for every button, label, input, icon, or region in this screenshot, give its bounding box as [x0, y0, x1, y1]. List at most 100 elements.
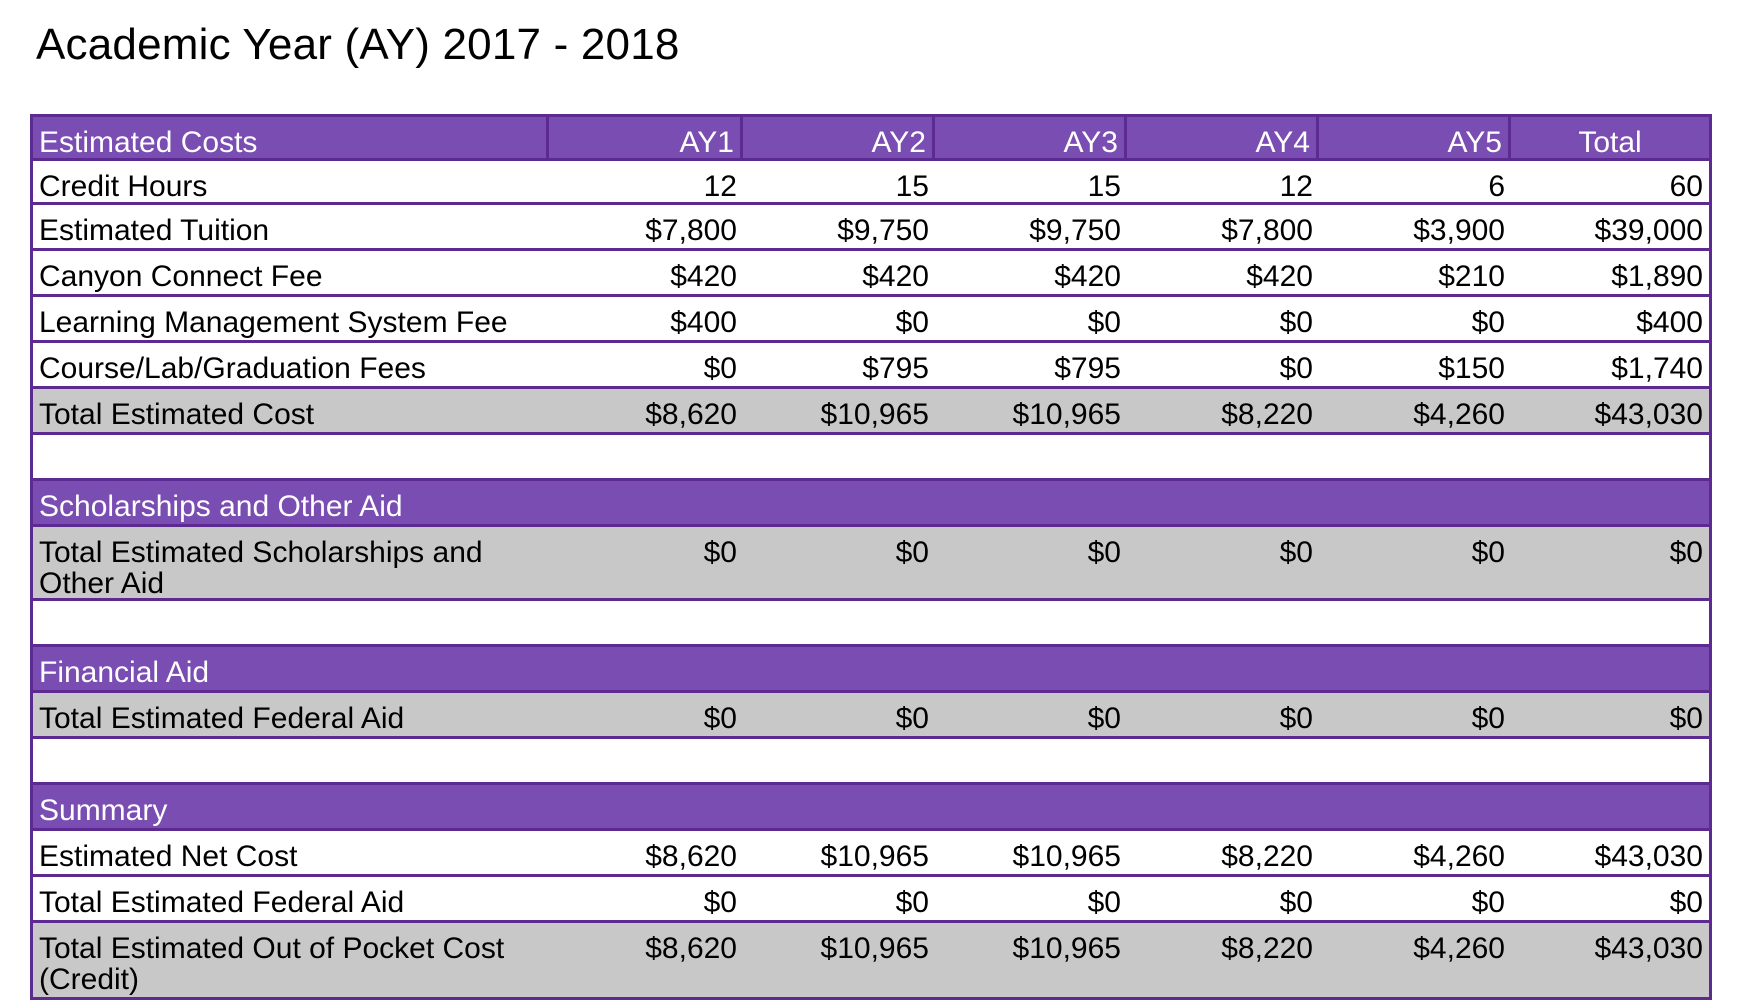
cell-ay3: $10,965: [1012, 398, 1121, 431]
cell-ay3: $10,965: [1012, 932, 1121, 965]
cell-ay1: $0: [703, 536, 737, 569]
cell-ay5: $3,900: [1413, 214, 1505, 247]
cell-total: 60: [1669, 170, 1703, 203]
cell-ay5: $4,260: [1413, 840, 1505, 873]
cell-ay4: $0: [1279, 352, 1313, 385]
cell-ay4: 12: [1279, 170, 1313, 203]
cell-ay1: $0: [703, 702, 737, 735]
cell-ay3: $795: [1054, 352, 1121, 385]
section-header-summary: Summary: [33, 785, 1709, 831]
cell-ay1: $400: [670, 306, 737, 339]
cell-ay3: $0: [1087, 886, 1121, 919]
cell-ay2: 15: [895, 170, 929, 203]
page-title: Academic Year (AY) 2017 - 2018: [36, 20, 680, 69]
cell-ay1: $0: [703, 352, 737, 385]
cell-ay3: 15: [1087, 170, 1121, 203]
table-row-course-lab-graduation-fees: Course/Lab/Graduation Fees $0 $795 $795 …: [33, 343, 1709, 389]
table-row-total-scholarships: Total Estimated Scholarships and Other A…: [33, 527, 1709, 601]
cell-total: $1,890: [1611, 260, 1703, 293]
cell-ay1: $0: [703, 886, 737, 919]
table-header-row: Estimated Costs AY1 AY2 AY3 AY4 AY5 Tota…: [33, 117, 1709, 161]
cell-ay2: $0: [895, 886, 929, 919]
cell-ay5: $150: [1438, 352, 1505, 385]
cell-ay4: $0: [1279, 886, 1313, 919]
cell-ay1: $420: [670, 260, 737, 293]
cell-total: $400: [1636, 306, 1703, 339]
cell-ay1: 12: [703, 170, 737, 203]
cell-ay4: $7,800: [1221, 214, 1313, 247]
row-label: Total Estimated Scholarships and Other A…: [39, 536, 483, 598]
cell-ay1: $8,620: [645, 932, 737, 965]
cell-total: $1,740: [1611, 352, 1703, 385]
cell-ay4: $0: [1279, 536, 1313, 569]
cell-ay5: $0: [1471, 886, 1505, 919]
table-row-estimated-net-cost: Estimated Net Cost $8,620 $10,965 $10,96…: [33, 831, 1709, 877]
cell-ay2: $10,965: [820, 840, 929, 873]
table-row-total-estimated-cost: Total Estimated Cost $8,620 $10,965 $10,…: [33, 389, 1709, 435]
spacer-row: [33, 601, 1709, 647]
cell-ay2: $10,965: [820, 932, 929, 965]
cell-ay2: $0: [895, 306, 929, 339]
header-ay3: AY3: [935, 117, 1127, 158]
cell-ay4: $420: [1246, 260, 1313, 293]
table-row-canyon-connect-fee: Canyon Connect Fee $420 $420 $420 $420 $…: [33, 251, 1709, 297]
cell-ay4: $8,220: [1221, 840, 1313, 873]
cell-ay5: $0: [1471, 702, 1505, 735]
cell-ay5: $0: [1471, 536, 1505, 569]
table-row-out-of-pocket-cost: Total Estimated Out of Pocket Cost (Cred…: [33, 923, 1709, 997]
cell-ay1: $8,620: [645, 398, 737, 431]
row-label: Estimated Tuition: [39, 214, 270, 247]
section-header-scholarships: Scholarships and Other Aid: [33, 481, 1709, 527]
cell-ay2: $0: [895, 536, 929, 569]
cell-ay2: $0: [895, 702, 929, 735]
section-label: Financial Aid: [39, 656, 210, 689]
section-header-financial-aid: Financial Aid: [33, 647, 1709, 693]
cell-ay1: $8,620: [645, 840, 737, 873]
cell-ay3: $420: [1054, 260, 1121, 293]
cost-table: Estimated Costs AY1 AY2 AY3 AY4 AY5 Tota…: [30, 114, 1712, 1000]
row-label: Total Estimated Out of Pocket Cost (Cred…: [39, 932, 505, 996]
section-label: Scholarships and Other Aid: [39, 490, 403, 523]
header-ay2: AY2: [743, 117, 935, 158]
cell-ay3: $0: [1087, 536, 1121, 569]
header-estimated-costs: Estimated Costs: [33, 117, 549, 158]
cell-total: $0: [1669, 886, 1703, 919]
cell-ay4: $0: [1279, 306, 1313, 339]
cell-ay2: $10,965: [820, 398, 929, 431]
section-label: Summary: [39, 794, 168, 827]
cell-total: $43,030: [1594, 398, 1703, 431]
cell-total: $39,000: [1594, 214, 1703, 247]
cell-ay4: $8,220: [1221, 398, 1313, 431]
cell-total: $0: [1669, 702, 1703, 735]
header-ay4: AY4: [1127, 117, 1319, 158]
row-label: Course/Lab/Graduation Fees: [39, 352, 426, 385]
cell-total: $43,030: [1594, 840, 1703, 873]
cell-ay1: $7,800: [645, 214, 737, 247]
cell-ay2: $9,750: [837, 214, 929, 247]
row-label: Estimated Net Cost: [39, 840, 298, 873]
row-label: Total Estimated Federal Aid: [39, 886, 405, 919]
table-row-total-federal-aid: Total Estimated Federal Aid $0 $0 $0 $0 …: [33, 693, 1709, 739]
header-ay5: AY5: [1319, 117, 1511, 158]
table-row-estimated-tuition: Estimated Tuition $7,800 $9,750 $9,750 $…: [33, 205, 1709, 251]
header-total: Total: [1578, 126, 1642, 159]
cell-ay5: $0: [1471, 306, 1505, 339]
row-label: Learning Management System Fee: [39, 306, 508, 339]
table-row-summary-federal-aid: Total Estimated Federal Aid $0 $0 $0 $0 …: [33, 877, 1709, 923]
table-row-lms-fee: Learning Management System Fee $400 $0 $…: [33, 297, 1709, 343]
spacer-row: [33, 739, 1709, 785]
header-ay1: AY1: [549, 117, 743, 158]
cell-ay2: $795: [862, 352, 929, 385]
cell-ay4: $8,220: [1221, 932, 1313, 965]
cell-ay3: $0: [1087, 306, 1121, 339]
spacer-row: [33, 435, 1709, 481]
cell-ay2: $420: [862, 260, 929, 293]
cell-ay3: $9,750: [1029, 214, 1121, 247]
cell-ay5: $4,260: [1413, 398, 1505, 431]
row-label: Total Estimated Federal Aid: [39, 702, 405, 735]
cell-total: $43,030: [1594, 932, 1703, 965]
cell-ay5: $4,260: [1413, 932, 1505, 965]
cell-ay4: $0: [1279, 702, 1313, 735]
cell-ay3: $0: [1087, 702, 1121, 735]
table-row-credit-hours: Credit Hours 12 15 15 12 6 60: [33, 161, 1709, 205]
